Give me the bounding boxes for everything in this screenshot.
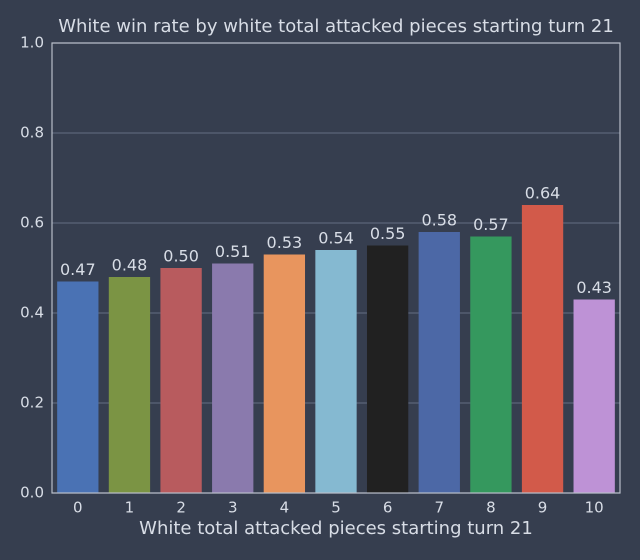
x-tick-label: 7 xyxy=(434,499,444,517)
bar xyxy=(470,236,512,493)
y-tick-label: 0.4 xyxy=(20,304,44,322)
value-label: 0.55 xyxy=(370,224,406,243)
value-label: 0.54 xyxy=(318,229,354,248)
bar xyxy=(263,254,306,493)
x-tick-label: 0 xyxy=(73,499,83,517)
value-label: 0.64 xyxy=(525,184,561,203)
bar xyxy=(315,250,357,493)
value-label: 0.51 xyxy=(215,242,251,261)
y-tick-label: 0.0 xyxy=(20,484,44,502)
bar xyxy=(57,281,99,493)
bar xyxy=(160,268,202,493)
chart-title: White win rate by white total attacked p… xyxy=(58,16,614,37)
value-label: 0.43 xyxy=(576,278,612,297)
x-tick-label: 4 xyxy=(280,499,290,517)
bar xyxy=(418,232,460,493)
bar xyxy=(573,299,615,493)
plot-frame xyxy=(51,42,621,494)
y-tick-label: 1.0 xyxy=(20,34,44,52)
y-tick-label: 0.8 xyxy=(20,124,44,142)
value-label: 0.48 xyxy=(112,256,148,275)
bar xyxy=(366,245,409,493)
x-tick-label: 3 xyxy=(228,499,238,517)
bar xyxy=(521,205,564,493)
value-label: 0.53 xyxy=(267,233,303,252)
bar xyxy=(108,277,151,493)
x-tick-label: 5 xyxy=(331,499,341,517)
x-tick-label: 9 xyxy=(538,499,548,517)
x-axis-label: White total attacked pieces starting tur… xyxy=(139,518,533,539)
value-label: 0.47 xyxy=(60,260,96,279)
value-label: 0.57 xyxy=(473,215,509,234)
bar xyxy=(212,263,254,493)
x-tick-label: 6 xyxy=(383,499,393,517)
x-tick-label: 8 xyxy=(486,499,496,517)
y-tick-label: 0.6 xyxy=(20,214,44,232)
x-tick-label: 10 xyxy=(585,499,604,517)
value-label: 0.58 xyxy=(421,211,457,230)
y-tick-label: 0.2 xyxy=(20,394,44,412)
x-tick-label: 2 xyxy=(176,499,186,517)
value-label: 0.50 xyxy=(163,247,199,266)
x-tick-label: 1 xyxy=(125,499,135,517)
